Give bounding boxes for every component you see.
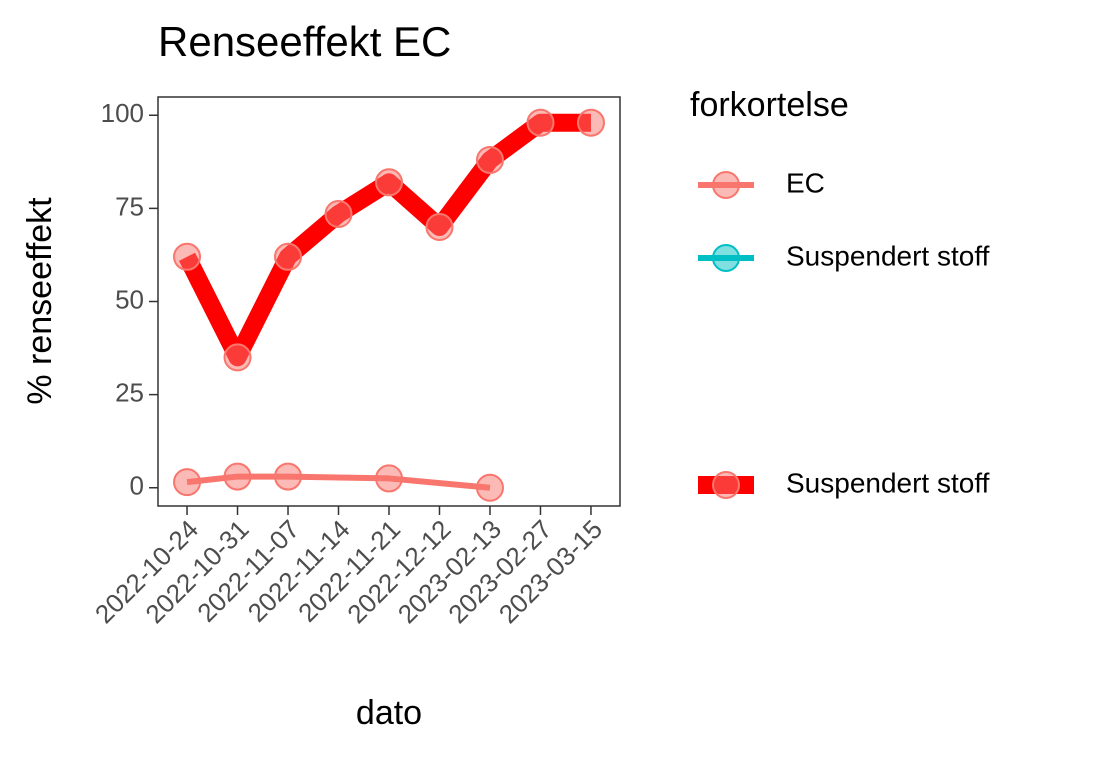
y-axis-label: % renseeffekt [21,197,59,405]
data-point [324,199,353,228]
y-tick-label: 50 [115,284,144,314]
series-line [178,113,591,367]
plot-border [157,96,621,507]
data-point [526,108,555,137]
data-point [274,462,303,491]
y-tick-label: 0 [130,471,144,501]
data-point [223,343,252,372]
y-tick-label: 100 [101,98,144,128]
data-point [375,464,403,493]
x-axis-label: dato [356,694,422,732]
legend-key-point [712,244,740,272]
data-point [223,462,252,491]
legend-label: Suspendert stoff [786,240,990,271]
data-point [576,108,605,137]
data-point [375,168,403,197]
chart-title: Renseeffekt EC [158,18,451,65]
legend-key-point [712,171,740,199]
legend-label: Suspendert stoff [786,467,990,498]
data-point [274,242,303,271]
y-tick-label: 75 [115,191,144,221]
legend-title: forkortelse [690,86,849,124]
legend-key-point [712,471,740,499]
y-tick-label: 25 [115,377,144,407]
data-point [475,473,504,502]
data-point [173,468,202,497]
data-point [475,145,504,174]
data-point [173,242,202,271]
data-point [425,213,454,242]
legend-label: EC [786,167,825,198]
